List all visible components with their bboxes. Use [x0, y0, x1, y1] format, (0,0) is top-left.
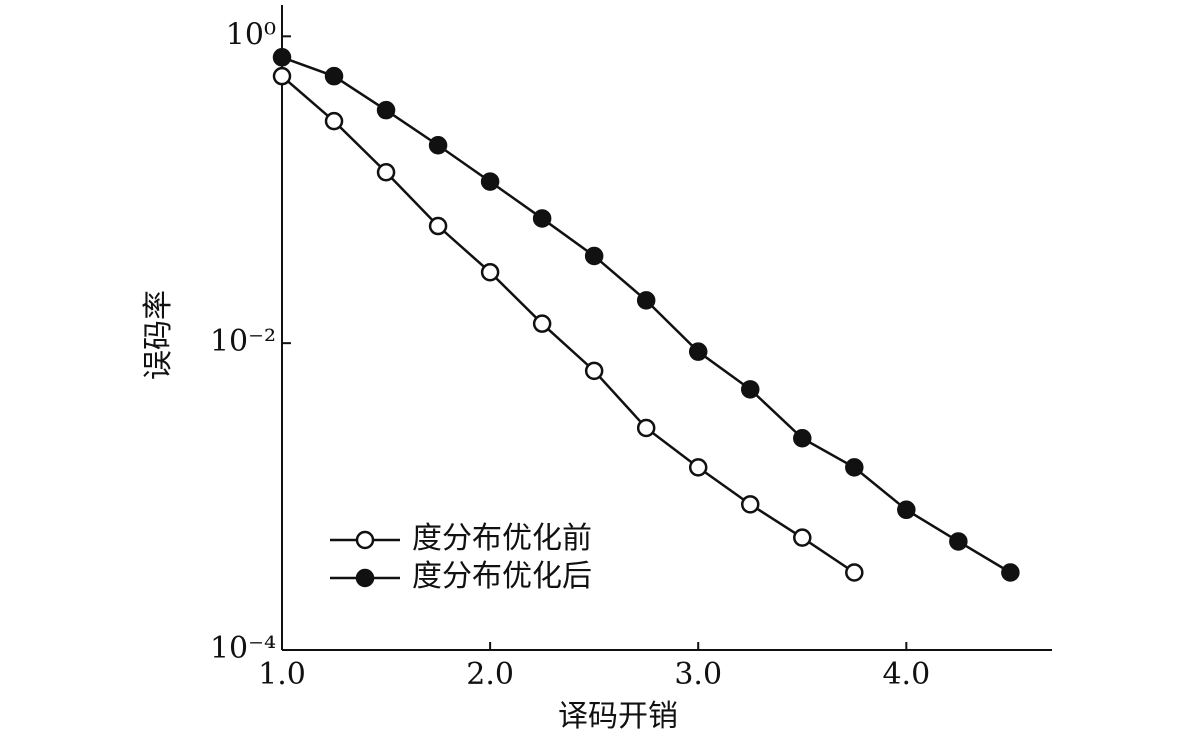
data-point	[688, 342, 708, 361]
y-axis-label: 误码率	[141, 290, 176, 380]
x-tick-label: 2.0	[466, 657, 514, 692]
data-point	[532, 314, 552, 333]
data-point	[636, 291, 656, 310]
data-point	[793, 528, 812, 547]
legend-marker	[355, 568, 375, 588]
y-tick-label: 10⁰	[226, 17, 276, 52]
data-point	[428, 216, 448, 236]
data-point	[793, 428, 812, 448]
data-point	[324, 111, 344, 131]
x-tick-label: 4.0	[882, 657, 930, 692]
x-tick-label: 1.0	[258, 657, 306, 692]
data-point	[740, 380, 760, 399]
data-point	[1001, 563, 1020, 582]
y-tick-label: 10⁻²	[210, 324, 276, 359]
legend-label: 度分布优化前	[412, 521, 592, 556]
data-point	[272, 66, 292, 86]
data-point	[740, 495, 760, 514]
data-point	[324, 66, 344, 86]
y-tick-label: 10⁻⁴	[210, 631, 276, 666]
data-point	[376, 163, 396, 182]
data-point	[845, 563, 864, 582]
data-point	[688, 458, 708, 477]
legend-label: 度分布优化后	[412, 559, 592, 594]
data-point	[376, 100, 396, 120]
data-point	[897, 500, 916, 520]
data-point	[272, 48, 292, 67]
x-tick-label: 3.0	[674, 657, 722, 692]
data-point	[480, 262, 500, 282]
x-axis-label: 译码开销	[558, 699, 678, 734]
series-line	[281, 75, 855, 574]
data-point	[584, 246, 604, 266]
data-point	[949, 532, 968, 551]
data-point	[845, 458, 864, 477]
data-point	[532, 209, 552, 228]
data-point	[636, 418, 656, 438]
data-point	[480, 172, 500, 191]
legend-marker	[355, 530, 375, 550]
data-point	[428, 135, 448, 155]
data-point	[584, 361, 604, 381]
series-line	[281, 56, 1012, 574]
